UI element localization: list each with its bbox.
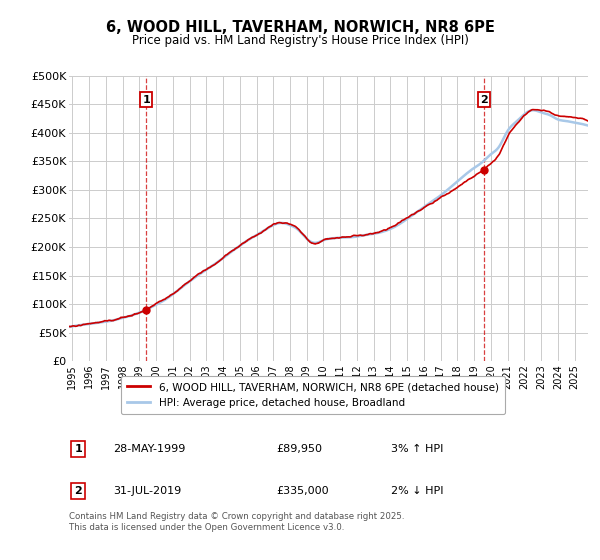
Text: £89,950: £89,950 [277,444,323,454]
Text: 2: 2 [480,95,488,105]
Text: £335,000: £335,000 [277,486,329,496]
Text: 28-MAY-1999: 28-MAY-1999 [113,444,185,454]
Text: 1: 1 [142,95,150,105]
Text: 31-JUL-2019: 31-JUL-2019 [113,486,181,496]
Text: 3% ↑ HPI: 3% ↑ HPI [391,444,443,454]
Text: 1: 1 [74,444,82,454]
Text: 2% ↓ HPI: 2% ↓ HPI [391,486,443,496]
Text: 6, WOOD HILL, TAVERHAM, NORWICH, NR8 6PE: 6, WOOD HILL, TAVERHAM, NORWICH, NR8 6PE [106,20,494,35]
Text: Price paid vs. HM Land Registry's House Price Index (HPI): Price paid vs. HM Land Registry's House … [131,34,469,46]
Text: Contains HM Land Registry data © Crown copyright and database right 2025.
This d: Contains HM Land Registry data © Crown c… [69,512,404,531]
Legend: 6, WOOD HILL, TAVERHAM, NORWICH, NR8 6PE (detached house), HPI: Average price, d: 6, WOOD HILL, TAVERHAM, NORWICH, NR8 6PE… [121,376,505,414]
Text: 2: 2 [74,486,82,496]
